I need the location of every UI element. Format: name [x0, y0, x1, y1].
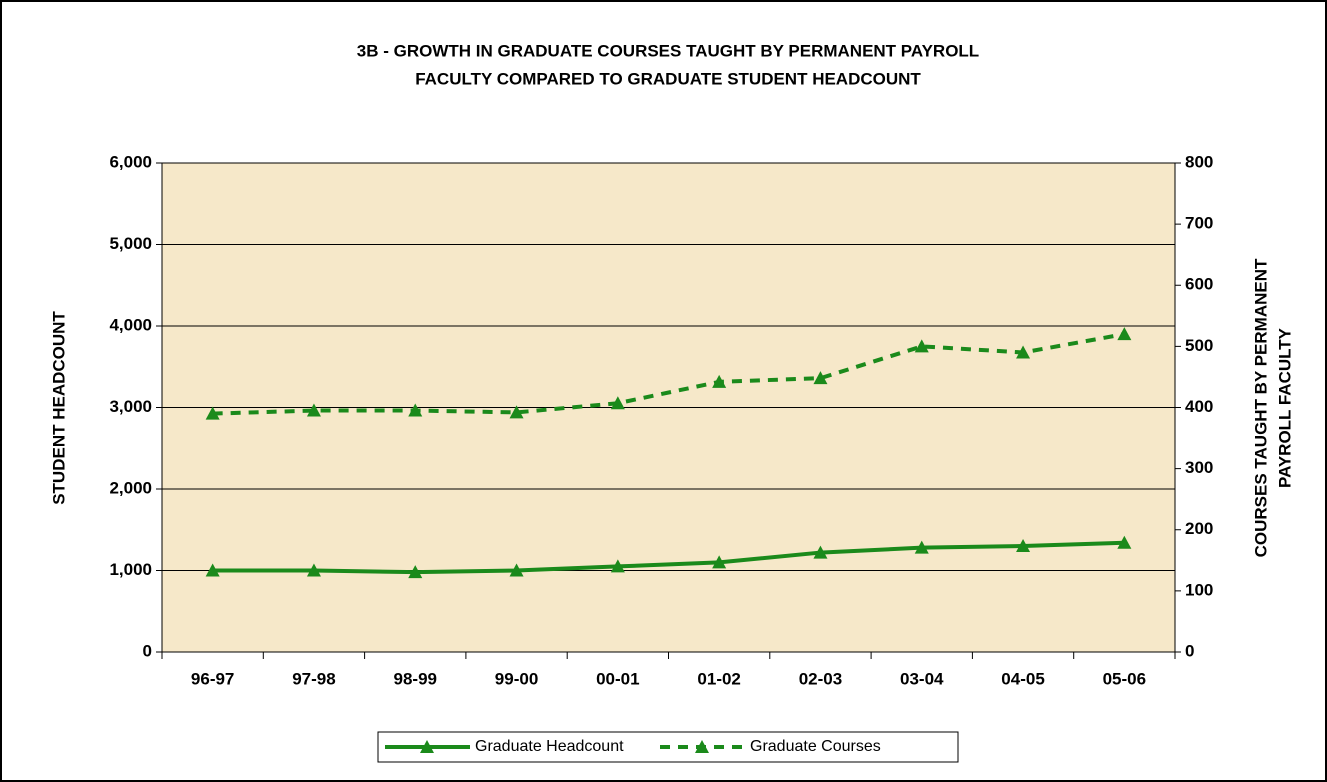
y2-tick-label: 0 — [1185, 641, 1194, 660]
marker — [306, 403, 321, 417]
marker — [914, 540, 929, 554]
marker — [610, 396, 625, 410]
line — [212, 540, 1125, 575]
marker — [813, 545, 828, 559]
marker — [1117, 535, 1132, 549]
x-tick-label: 98-99 — [394, 669, 437, 688]
y-tick-label: 2,000 — [109, 478, 152, 497]
x-tick-label: 05-06 — [1103, 669, 1146, 688]
y2-tick-label: 500 — [1185, 336, 1213, 355]
y2-tick-label: 100 — [1185, 580, 1213, 599]
marker — [1117, 327, 1132, 341]
y-axis-label: STUDENT HEADCOUNT — [49, 311, 68, 505]
x-tick-label: 01-02 — [697, 669, 740, 688]
marker — [813, 371, 828, 385]
y2-tick-label: 700 — [1185, 214, 1213, 233]
y-tick-label: 1,000 — [109, 560, 152, 579]
legend-marker — [420, 740, 434, 753]
y2-axis-label: COURSES TAUGHT BY PERMANENT — [1251, 258, 1270, 557]
y2-tick-label: 600 — [1185, 275, 1213, 294]
marker — [914, 339, 929, 353]
marker — [408, 565, 423, 579]
y2-axis-label: PAYROLL FACULTY — [1275, 327, 1294, 488]
legend-marker — [695, 740, 709, 753]
marker — [205, 563, 220, 577]
x-tick-label: 03-04 — [900, 669, 944, 688]
y2-tick-label: 300 — [1185, 458, 1213, 477]
marker — [610, 559, 625, 573]
y2-tick-label: 800 — [1185, 152, 1213, 171]
marker — [408, 403, 423, 417]
y-tick-label: 6,000 — [109, 152, 152, 171]
y-tick-label: 0 — [143, 641, 152, 660]
marker — [1016, 539, 1031, 553]
legend-label: Graduate Courses — [750, 738, 881, 755]
chart-title: 3B - GROWTH IN GRADUATE COURSES TAUGHT B… — [357, 41, 979, 60]
marker — [205, 406, 220, 420]
marker — [712, 374, 727, 388]
x-tick-label: 99-00 — [495, 669, 538, 688]
marker — [509, 405, 524, 419]
line — [212, 332, 1125, 416]
marker — [306, 563, 321, 577]
legend-label: Graduate Headcount — [475, 738, 624, 755]
y-tick-label: 5,000 — [109, 234, 152, 253]
y-tick-label: 4,000 — [109, 315, 152, 334]
chart-title: FACULTY COMPARED TO GRADUATE STUDENT HEA… — [415, 69, 921, 88]
y2-tick-label: 400 — [1185, 397, 1213, 416]
marker — [1016, 345, 1031, 359]
y2-tick-label: 200 — [1185, 519, 1213, 538]
x-tick-label: 00-01 — [596, 669, 639, 688]
x-tick-label: 02-03 — [799, 669, 842, 688]
x-tick-label: 97-98 — [292, 669, 335, 688]
marker — [712, 555, 727, 569]
x-tick-label: 04-05 — [1001, 669, 1044, 688]
y-tick-label: 3,000 — [109, 397, 152, 416]
x-tick-label: 96-97 — [191, 669, 234, 688]
marker — [509, 563, 524, 577]
